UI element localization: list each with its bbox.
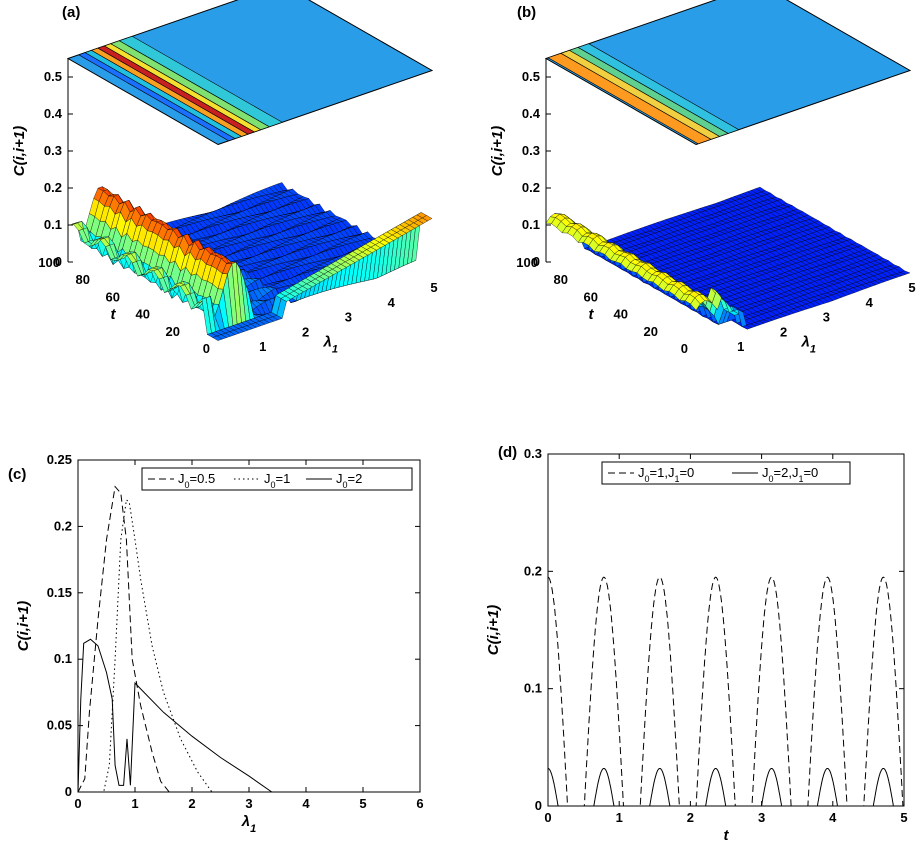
z-tick-label: 0.5 [44,69,62,84]
t-tick-label: 60 [584,289,598,304]
t-tick-label: 0 [203,341,210,356]
lambda-tick-label: 3 [823,310,830,325]
t-tick-label: 80 [76,272,90,287]
lambda-tick-label: 5 [430,280,437,295]
lambda-tick-label: 2 [780,324,787,339]
lambda-tick-label: 5 [908,280,915,295]
t-tick-label: 80 [554,272,568,287]
t-axis-label: t [111,306,117,323]
z-tick-label: 0.4 [522,106,541,121]
z-tick-label: 0.5 [522,69,540,84]
z-axis-label: C(i,i+1) [489,126,506,176]
lambda-tick-label: 1 [737,339,744,354]
contour-plane [66,0,434,146]
lambda-axis-label: λ1 [800,333,815,355]
contour-band [118,35,283,128]
t-tick-label: 20 [166,324,180,339]
z-axis-label: C(i,i+1) [11,126,28,176]
t-axis-label: t [589,306,595,323]
z-tick-label: 0.4 [44,106,63,121]
lambda-tick-label: 3 [345,310,352,325]
lambda-tick-label: 1 [259,339,266,354]
t-tick-label: 60 [106,289,120,304]
lambda-tick-label: 4 [866,295,874,310]
t-tick-label: 0 [681,341,688,356]
t-tick-label: 40 [136,307,150,322]
z-tick-label: 0.3 [522,143,540,158]
z-tick-label: 0.2 [44,180,62,195]
z-tick-label: 0 [55,254,62,269]
lambda-tick-label: 2 [302,324,309,339]
t-tick-label: 100 [516,255,538,270]
t-tick-label: 20 [644,324,658,339]
t-tick-label: 40 [614,307,628,322]
t-tick-label: 100 [38,255,60,270]
z-tick-label: 0.3 [44,143,62,158]
z-tick-label: 0.1 [44,217,62,232]
lambda-tick-label: 4 [388,295,396,310]
z-tick-label: 0.1 [522,217,540,232]
z-tick-label: 0.2 [522,180,540,195]
